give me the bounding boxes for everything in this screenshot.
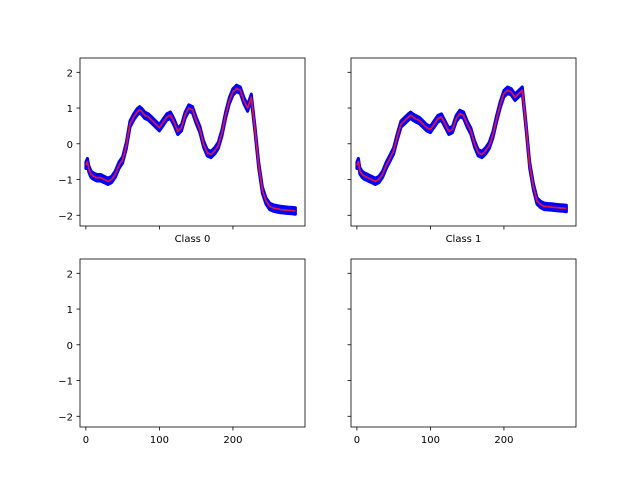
- axes-frame: [79, 57, 306, 227]
- axes-frame: [350, 258, 577, 428]
- y-tick-label: 2: [67, 68, 73, 79]
- y-tick-label: 1: [67, 305, 73, 316]
- y-tick-label: −1: [58, 176, 73, 187]
- mean-line-0: [85, 87, 296, 212]
- axes-frame: [79, 258, 306, 428]
- x-axis-label: Class 1: [446, 234, 482, 245]
- x-axis-label: Class 0: [175, 234, 211, 245]
- plot-area: [355, 85, 568, 214]
- y-tick-label: −2: [58, 211, 73, 222]
- y-tick-label: −2: [58, 412, 73, 423]
- x-tick-label: 200: [494, 435, 513, 446]
- y-tick-label: 0: [67, 341, 73, 352]
- x-tick-label: 200: [223, 435, 242, 446]
- mean-line-0: [356, 89, 567, 210]
- y-tick-label: 1: [67, 104, 73, 115]
- sample-band-0: [355, 85, 568, 214]
- plot-area: [84, 83, 297, 216]
- x-tick-label: 0: [83, 435, 89, 446]
- x-tick-label: 0: [354, 435, 360, 446]
- subplot-class-0: −2 −1 0 1 2 Class 0: [58, 57, 306, 245]
- subplot-class-1: Class 1: [347, 57, 577, 245]
- sample-band-0: [84, 83, 297, 216]
- x-tick-label: 100: [150, 435, 169, 446]
- subplot-empty-bottom-right: 0 100 200: [347, 258, 577, 446]
- subplot-empty-bottom-left: −2 −1 0 1 2 0 100 200: [58, 258, 306, 446]
- y-tick-label: 2: [67, 269, 73, 280]
- axes-frame: [350, 57, 577, 227]
- x-tick-label: 100: [421, 435, 440, 446]
- y-tick-label: 0: [67, 140, 73, 151]
- y-tick-label: −1: [58, 377, 73, 388]
